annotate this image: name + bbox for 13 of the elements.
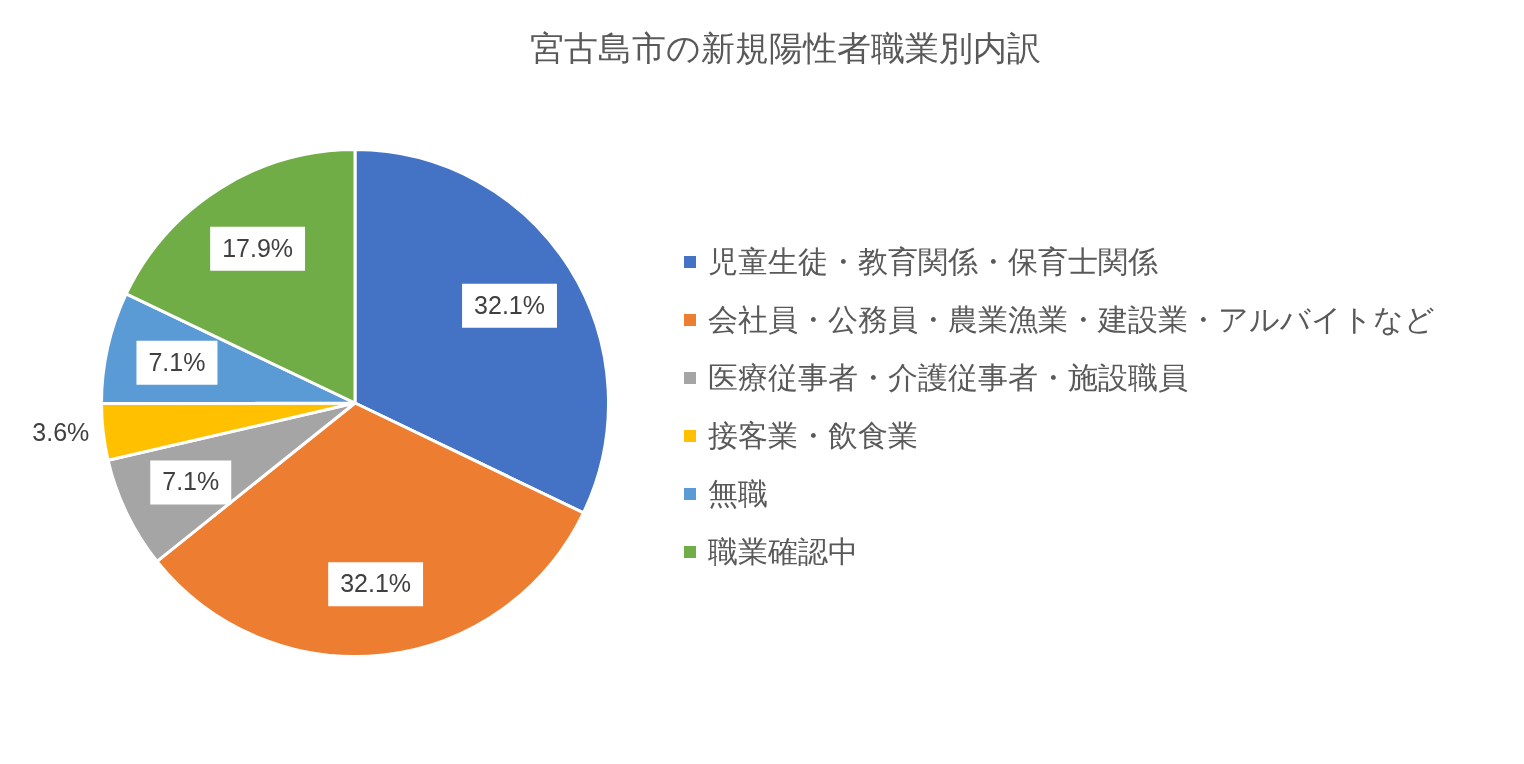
legend-label: 医療従事者・介護従事者・施設職員 bbox=[708, 358, 1188, 397]
data-label: 7.1% bbox=[148, 347, 206, 376]
legend-label: 会社員・公務員・農業漁業・建設業・アルバイトなど bbox=[708, 300, 1435, 339]
data-label: 32.1% bbox=[340, 569, 412, 598]
data-label: 32.1% bbox=[474, 290, 545, 319]
chart-title: 宮古島市の新規陽性者職業別内訳 bbox=[528, 27, 1042, 70]
data-label: 17.9% bbox=[222, 233, 294, 262]
data-label: 3.6% bbox=[32, 417, 90, 446]
data-label: 7.1% bbox=[162, 467, 220, 496]
legend-label: 職業確認中 bbox=[708, 532, 858, 571]
legend-label: 無職 bbox=[708, 474, 768, 513]
legend-label: 児童生徒・教育関係・保育士関係 bbox=[708, 242, 1158, 281]
legend-label: 接客業・飲食業 bbox=[708, 416, 918, 455]
